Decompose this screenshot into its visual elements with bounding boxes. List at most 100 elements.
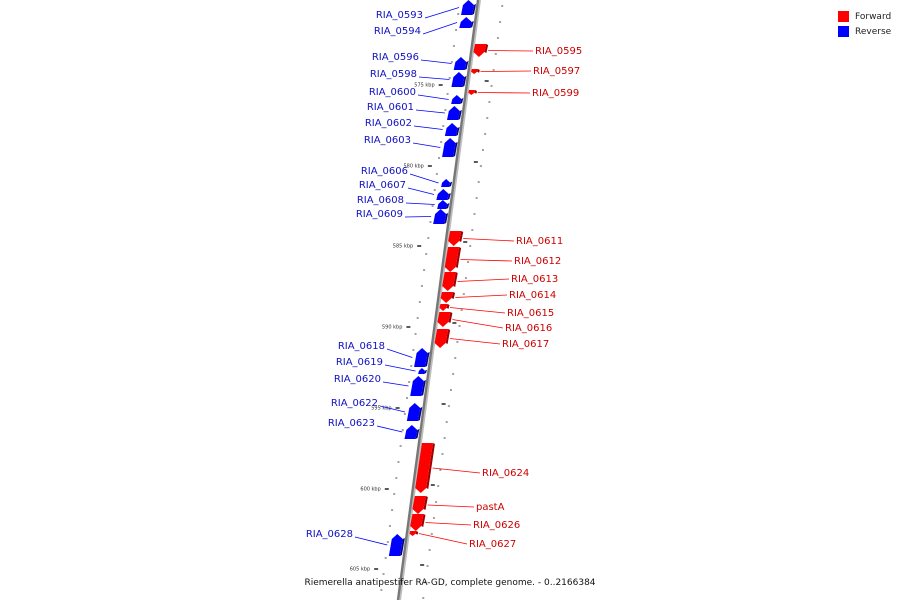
gene-feature[interactable]: RIA_0628 — [306, 529, 405, 556]
gene-label[interactable]: RIA_0607 — [359, 180, 406, 191]
reverse-gene-arrow — [410, 376, 424, 396]
reverse-gene-arrow — [388, 534, 403, 556]
gene-feature[interactable]: RIA_0622 — [331, 398, 423, 421]
gene-feature[interactable]: RIA_0609 — [356, 209, 449, 224]
gene-feature[interactable]: RIA_0615 — [439, 304, 555, 319]
gene-label[interactable]: RIA_0619 — [336, 357, 383, 368]
forward-gene-arrow — [448, 231, 462, 246]
gene-label[interactable]: RIA_0600 — [369, 87, 416, 98]
gene-feature[interactable]: RIA_0617 — [434, 329, 550, 350]
gene-feature[interactable]: RIA_0603 — [364, 135, 458, 157]
gene-label[interactable]: RIA_0599 — [532, 88, 579, 99]
gene-label[interactable]: RIA_0609 — [356, 209, 403, 220]
gene-feature[interactable]: RIA_0614 — [440, 290, 557, 303]
gene-feature[interactable]: RIA_0611 — [448, 231, 563, 247]
gene-feature[interactable]: RIA_0607 — [359, 180, 451, 200]
gene-label[interactable]: RIA_0623 — [328, 418, 375, 429]
gene-feature[interactable]: RIA_0596 — [372, 52, 469, 70]
tick-label: 580 kbp — [403, 164, 423, 170]
gene-label[interactable]: RIA_0594 — [374, 26, 421, 37]
gene-leader-line — [460, 259, 513, 262]
minor-ticks — [380, 5, 504, 599]
gene-label[interactable]: RIA_0614 — [509, 290, 556, 301]
gene-label[interactable]: RIA_0595 — [535, 46, 582, 57]
gene-feature[interactable]: RIA_0618 — [338, 341, 430, 367]
gene-feature[interactable]: RIA_0597 — [471, 66, 580, 77]
gene-feature[interactable]: RIA_0612 — [444, 247, 561, 272]
gene-feature[interactable]: RIA_0595 — [473, 44, 582, 57]
gene-leader-line — [425, 522, 472, 526]
reverse-gene-arrow — [442, 138, 456, 157]
gene-feature[interactable]: RIA_0616 — [437, 312, 552, 334]
gene-label[interactable]: RIA_0617 — [502, 339, 549, 350]
gene-shadow — [453, 272, 458, 287]
gene-shadow — [417, 407, 423, 421]
gene-label[interactable]: RIA_0615 — [507, 308, 554, 319]
gene-shadow — [477, 69, 480, 73]
gene-label[interactable]: RIA_0627 — [469, 539, 516, 550]
gene-label[interactable]: RIA_0613 — [511, 274, 558, 285]
gene-label[interactable]: RIA_0611 — [516, 236, 563, 247]
gene-label[interactable]: RIA_0612 — [514, 256, 561, 267]
gene-shadow — [451, 292, 456, 300]
gene-label[interactable]: RIA_0598 — [370, 69, 417, 80]
gene-label[interactable]: RIA_0626 — [473, 520, 520, 531]
gene-leader-line — [480, 70, 532, 72]
gene-feature[interactable]: RIA_0619 — [336, 357, 427, 374]
gene-label[interactable]: RIA_0606 — [361, 166, 408, 177]
reverse-gene-arrow — [437, 200, 448, 209]
gene-label[interactable]: RIA_0602 — [365, 118, 412, 129]
gene-feature[interactable]: RIA_0613 — [442, 272, 558, 291]
gene-shadow — [448, 312, 453, 323]
tick-label: 600 kbp — [360, 487, 380, 493]
gene-label[interactable]: pastA — [476, 502, 505, 513]
gene-feature[interactable]: RIA_0593 — [376, 0, 476, 21]
gene-shadow — [399, 538, 405, 556]
gene-feature[interactable]: RIA_0600 — [369, 87, 464, 104]
gene-label[interactable]: RIA_0620 — [334, 374, 381, 385]
reverse-gene-arrow — [459, 17, 472, 28]
genome-caption: Riemerella anatipestifer RA-GD, complete… — [304, 578, 596, 588]
gene-feature[interactable]: RIA_0620 — [334, 374, 426, 396]
gene-leader-line — [449, 338, 501, 345]
gene-feature[interactable]: RIA_0606 — [361, 166, 453, 187]
gene-leader-line — [379, 405, 406, 413]
gene-shadow — [421, 380, 426, 396]
gene-shadow — [424, 369, 427, 374]
gene-label[interactable]: RIA_0593 — [376, 10, 423, 21]
gene-feature[interactable]: RIA_0626 — [410, 514, 520, 531]
gene-label[interactable]: RIA_0618 — [338, 341, 385, 352]
forward-gene-arrow — [439, 304, 448, 311]
gene-shadow — [464, 61, 469, 70]
gene-label[interactable]: RIA_0628 — [306, 529, 353, 540]
forward-gene-arrow — [412, 496, 426, 514]
gene-feature[interactable]: pastA — [412, 496, 505, 514]
gene-feature[interactable]: RIA_0598 — [370, 69, 467, 87]
reverse-gene-arrow — [461, 0, 474, 15]
gene-feature[interactable]: RIA_0608 — [357, 195, 450, 209]
tick-label: 595 kbp — [371, 406, 391, 412]
forward-gene-arrow — [437, 312, 451, 327]
gene-label[interactable]: RIA_0601 — [367, 102, 414, 113]
gene-shadow — [472, 4, 476, 15]
gene-label[interactable]: RIA_0624 — [482, 468, 529, 479]
gene-feature[interactable]: RIA_0601 — [367, 102, 462, 120]
gene-label[interactable]: RIA_0622 — [331, 398, 378, 409]
gene-feature[interactable]: RIA_0624 — [415, 443, 529, 493]
gene-label[interactable]: RIA_0597 — [533, 66, 580, 77]
gene-feature[interactable]: RIA_0594 — [374, 17, 474, 37]
gene-feature[interactable]: RIA_0627 — [409, 531, 517, 550]
gene-feature[interactable]: RIA_0623 — [328, 418, 420, 439]
gene-label[interactable]: RIA_0596 — [372, 52, 419, 63]
gene-label[interactable]: RIA_0616 — [505, 323, 552, 334]
gene-feature[interactable]: RIA_0602 — [365, 118, 460, 136]
gene-shadow — [449, 181, 453, 187]
reverse-gene-arrow — [436, 189, 449, 200]
gene-feature[interactable]: RIA_0599 — [468, 88, 579, 99]
gene-label[interactable]: RIA_0608 — [357, 195, 404, 206]
major-ticks: 575 kbp 580 kbp 585 kbp 590 kbp 595 kbp 600 k… — [350, 80, 489, 573]
gene-shadow — [421, 514, 426, 527]
gene-shadow — [474, 90, 477, 94]
gene-label[interactable]: RIA_0603 — [364, 135, 411, 146]
